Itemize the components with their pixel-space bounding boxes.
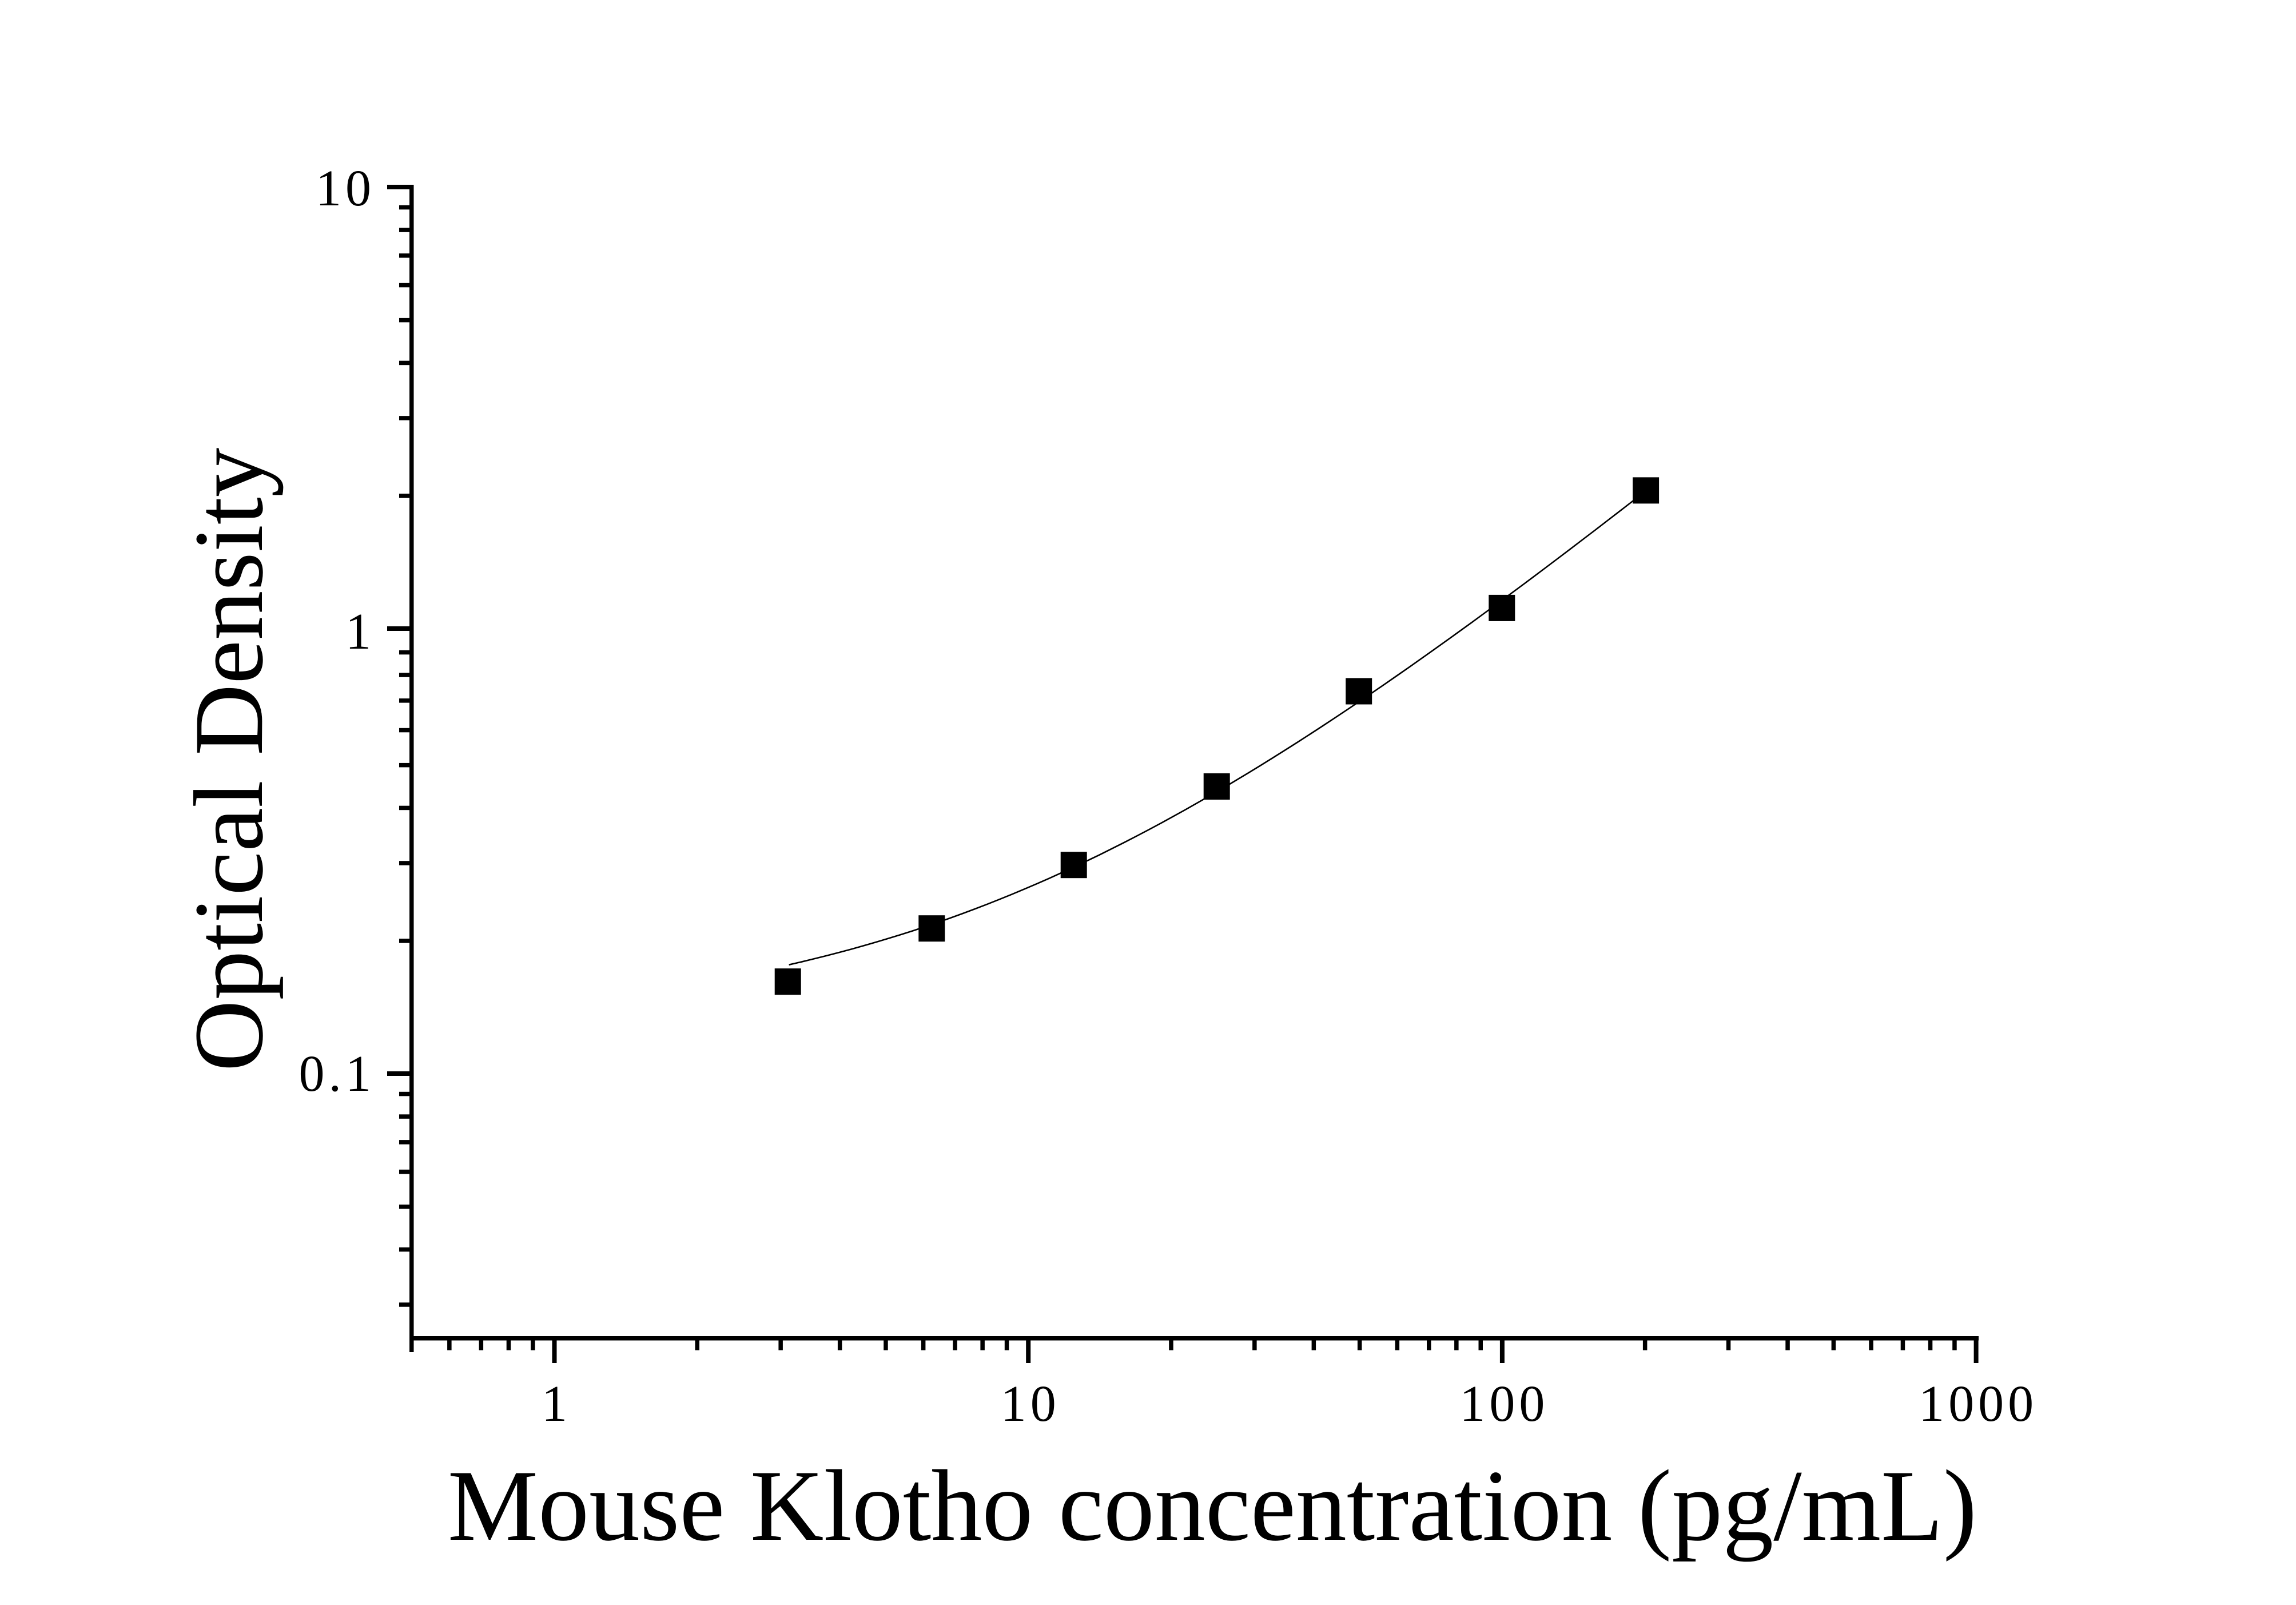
svg-text:Mouse Klotho concentration (pg: Mouse Klotho concentration (pg/mL) bbox=[448, 1449, 1977, 1562]
svg-text:1000: 1000 bbox=[1919, 1376, 2038, 1432]
svg-text:1: 1 bbox=[542, 1376, 571, 1432]
svg-text:10: 10 bbox=[1001, 1376, 1060, 1432]
svg-text:Optical Density: Optical Density bbox=[174, 448, 284, 1072]
svg-text:1: 1 bbox=[345, 603, 375, 660]
svg-text:10: 10 bbox=[316, 160, 375, 217]
svg-text:100: 100 bbox=[1459, 1376, 1549, 1432]
svg-text:0.1: 0.1 bbox=[299, 1046, 376, 1102]
